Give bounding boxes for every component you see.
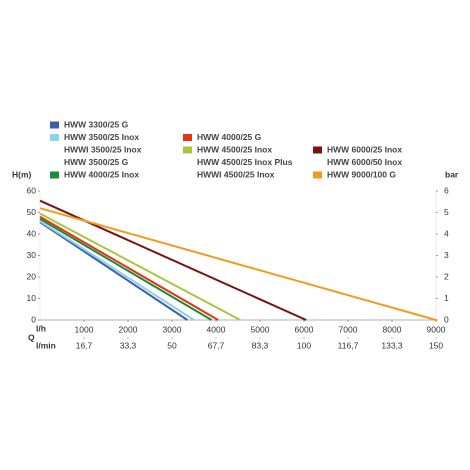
y2-tick-label: 0: [444, 314, 449, 324]
y-tick-label: 60: [27, 185, 37, 195]
legend-label: HWW 3500/25 Inox: [64, 132, 139, 142]
series-line: [39, 221, 188, 321]
legend-label: HWW 3300/25 G: [64, 119, 129, 129]
x2-tick-label: 150: [429, 340, 443, 350]
x2-tick-label: 133,3: [381, 340, 403, 350]
series-line: [39, 215, 219, 321]
y-tick-label: 50: [27, 207, 37, 217]
y-tick-label: 10: [27, 293, 37, 303]
x2-axis-label: l/min: [36, 340, 56, 350]
series-line: [39, 218, 213, 321]
y2-tick-label: 2: [444, 271, 449, 281]
y-tick-label: 40: [27, 228, 37, 238]
y2-tick-label: 4: [444, 228, 449, 238]
y2-tick-label: 5: [444, 207, 449, 217]
x2-tick-label: 67,7: [208, 340, 225, 350]
legend-label: HWW 6000/25 Inox: [327, 144, 402, 154]
y-tick-label: 0: [31, 314, 36, 324]
x-tick-label: 4000: [207, 324, 226, 334]
y-axis-label: H(m): [12, 169, 32, 179]
legend-label: HWW 9000/100 G: [327, 169, 396, 179]
legend-label: HWWI 4500/25 Inox: [197, 169, 275, 179]
x-group-label: Q: [28, 332, 35, 342]
series-line: [39, 220, 195, 321]
x-tick-label: 2000: [119, 324, 138, 334]
x-tick-label: 1000: [75, 324, 94, 334]
x-tick-label: 7000: [339, 324, 358, 334]
legend-label: HWW 4500/25 Inox Plus: [197, 157, 293, 167]
x2-tick-label: 33,3: [120, 340, 137, 350]
x2-tick-label: 50: [167, 340, 177, 350]
legend-label: HWW 4000/25 Inox: [64, 169, 139, 179]
y2-tick-label: 6: [444, 185, 449, 195]
x-tick-label: 3000: [163, 324, 182, 334]
x-axis-label: l/h: [36, 323, 46, 333]
x-tick-label: 9000: [427, 324, 446, 334]
legend-label: HWW 4500/25 Inox: [197, 144, 272, 154]
series-line: [39, 212, 241, 321]
legend-swatch: [183, 134, 192, 141]
legend-swatch: [183, 146, 192, 154]
y2-axis-label: bar: [445, 169, 459, 179]
x-tick-label: 5000: [251, 324, 270, 334]
y2-tick-label: 1: [444, 293, 449, 303]
x2-tick-label: 16,7: [76, 340, 93, 350]
legend-swatch: [50, 171, 59, 179]
y2-tick-label: 3: [444, 250, 449, 260]
y-tick-label: 20: [27, 271, 37, 281]
legend-swatch: [313, 146, 322, 154]
x-tick-label: 8000: [383, 324, 402, 334]
legend-label: HWW 4000/25 G: [197, 132, 262, 142]
legend-label: HWW 6000/50 Inox: [327, 157, 402, 167]
legend-swatch: [50, 134, 59, 141]
x2-tick-label: 100: [297, 340, 311, 350]
legend-label: HWW 3500/25 G: [64, 157, 129, 167]
x2-tick-label: 116,7: [338, 340, 359, 350]
series-line: [39, 207, 437, 321]
x2-tick-label: 83,3: [252, 340, 269, 350]
y-tick-label: 30: [27, 250, 37, 260]
legend-label: HWWI 3500/25 Inox: [64, 144, 142, 154]
legend-swatch: [313, 171, 322, 179]
x-tick-label: 6000: [295, 324, 314, 334]
legend-swatch: [50, 121, 59, 129]
